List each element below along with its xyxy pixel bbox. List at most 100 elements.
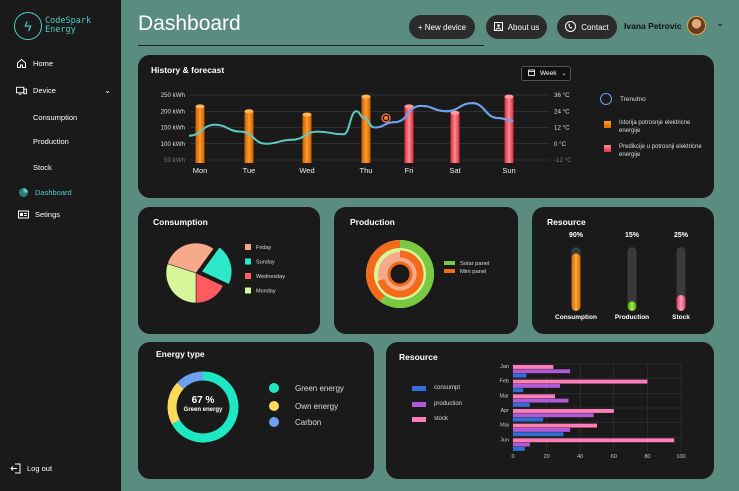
chevron-down-icon: ⌄ <box>561 71 567 77</box>
card-title: Consumption <box>153 217 208 227</box>
bar-cap <box>450 110 460 115</box>
bar-track <box>627 247 637 311</box>
bar-stock <box>513 365 554 369</box>
sidebar-item-production[interactable]: Production <box>33 137 69 146</box>
legend-history: Istorija potrosnje elektricne energije <box>604 119 704 135</box>
y2-tick-label: 12 °C <box>554 125 570 132</box>
x-tick-label: Consumption <box>555 314 597 321</box>
bar-cap <box>302 112 312 117</box>
sidebar-item-dashboard[interactable]: Dashboard <box>18 187 72 198</box>
sidebar-item-consumption[interactable]: Consumption <box>33 113 77 122</box>
current-marker-dot <box>384 116 388 121</box>
settings-icon <box>18 209 29 220</box>
energy-donut <box>167 371 239 443</box>
bar-value-label: 15% <box>625 232 640 239</box>
bar-stock <box>513 423 597 428</box>
bar-cap <box>404 104 414 109</box>
contact-button[interactable]: Contact <box>557 15 617 39</box>
user-name[interactable]: Ivana Petrovic <box>624 21 682 31</box>
x-tick-label: Fri <box>405 166 414 175</box>
x-tick-label: Stock <box>672 314 690 321</box>
legend-forecast: Predikcije u potrosnji elektricne energi… <box>604 143 704 159</box>
x-tick-label: Tue <box>243 166 256 175</box>
card-title: Resource <box>399 352 438 362</box>
x-tick-label: Thu <box>360 166 373 175</box>
bar-fill <box>571 253 581 311</box>
resource-monthly-chart: 0 20 40 60 80 100 Jan Feb Mar Apr Mai Jun <box>500 363 686 460</box>
bar-history <box>195 106 205 163</box>
new-device-button[interactable]: + New device <box>409 15 475 39</box>
bar-fill <box>676 295 686 311</box>
y-tick-label: 150 kWh <box>161 125 186 132</box>
bolt-icon: ϟ <box>14 12 42 40</box>
sidebar-item-home[interactable]: Home <box>16 58 53 69</box>
legend-swatch <box>269 417 279 427</box>
bar-cap <box>195 104 205 109</box>
donut-slice <box>177 371 204 390</box>
period-select[interactable]: Week ⌄ <box>521 66 571 81</box>
logo-line2: Energy <box>45 25 76 35</box>
y-tick-label: 200 kWh <box>161 108 186 115</box>
dashboard-icon <box>18 187 29 198</box>
sidebar-item-label: Device <box>33 86 56 95</box>
avatar[interactable] <box>687 16 706 35</box>
bar-cap <box>504 94 514 99</box>
production-card: Production Solar panel Mini panel <box>334 207 518 334</box>
y-tick-label: Jan <box>500 364 509 370</box>
legend-label: production <box>434 401 463 407</box>
bar-consumpt <box>513 388 524 393</box>
sidebar-item-stock[interactable]: Stock <box>33 163 52 172</box>
sidebar-item-label: Stock <box>33 163 52 172</box>
about-button[interactable]: About us <box>486 15 547 39</box>
contact-label: Contact <box>581 22 609 32</box>
legend-label: Predikcije u potrosnji elektricne energi… <box>619 144 702 158</box>
sidebar: ϟ CodeSpark Energy Home Device ⌄ Consumpt… <box>0 0 121 491</box>
legend-label: Friday <box>256 245 272 251</box>
bar-value-label: 90% <box>569 232 584 239</box>
legend-swatch <box>245 258 251 265</box>
temperature-forecast-line <box>374 102 514 129</box>
bar-production <box>513 413 594 418</box>
x-tick-label: 60 <box>611 454 617 460</box>
legend-label: Trenutno <box>620 95 646 103</box>
legend-label: Carbon <box>295 417 322 427</box>
bar-stock <box>513 379 648 384</box>
bar-stock <box>513 394 555 399</box>
app-logo[interactable]: ϟ CodeSpark Energy <box>14 12 91 40</box>
legend-swatch <box>412 416 426 422</box>
sidebar-item-settings[interactable]: Setings <box>18 209 60 220</box>
bar-track <box>676 247 686 311</box>
consumption-card: Consumption Friday Sunday Wednesday Monday <box>138 207 320 334</box>
y2-tick-label: 36 °C <box>554 92 570 99</box>
logo-line1: CodeSpark <box>45 16 92 26</box>
legend-swatch <box>245 244 251 250</box>
bar-history <box>244 111 254 163</box>
x-tick-label: 80 <box>644 454 650 460</box>
bar-cap <box>244 109 254 114</box>
bar-consumpt <box>513 417 544 422</box>
donut-slice <box>167 382 184 425</box>
chevron-down-icon[interactable]: ⌄ <box>716 18 725 29</box>
legend-label: Istorija potrosnje elektricne energije <box>619 120 691 134</box>
legend-label: Sunday <box>256 260 275 266</box>
legend-swatch <box>604 145 611 152</box>
legend-production: production <box>412 401 462 407</box>
bar-forecast <box>404 106 414 163</box>
sidebar-item-device[interactable]: Device ⌄ <box>16 85 111 96</box>
legend-swatch <box>604 121 611 128</box>
energy-percent: 67 % <box>191 395 215 406</box>
logout-button[interactable]: Log out <box>10 463 52 474</box>
legend-swatch <box>269 401 279 411</box>
legend-swatch <box>412 401 426 407</box>
logout-label: Log out <box>27 464 53 473</box>
energy-sub: Green energy <box>183 407 223 413</box>
chevron-down-icon[interactable]: ⌄ <box>104 86 111 95</box>
about-icon <box>493 21 503 33</box>
sidebar-item-label: Production <box>33 137 69 146</box>
legend-label: Green energy <box>295 383 344 393</box>
pie-slice <box>167 242 214 274</box>
x-tick-label: Production <box>615 314 649 321</box>
bar-production <box>513 383 561 388</box>
y-tick-label: 250 kWh <box>161 92 186 99</box>
legend-swatch <box>245 287 251 294</box>
